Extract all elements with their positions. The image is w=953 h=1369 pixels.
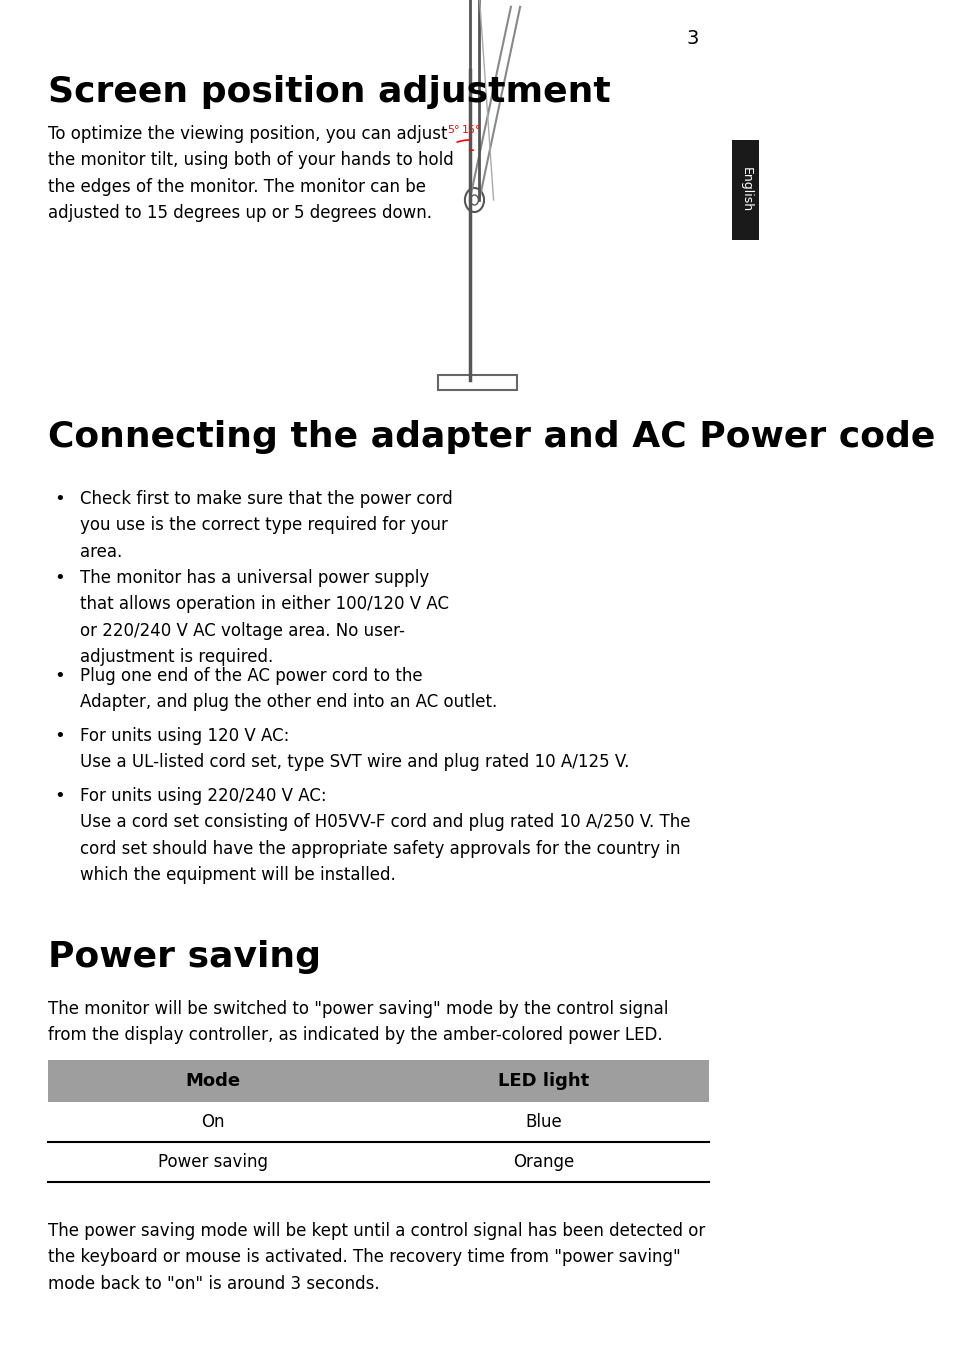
Text: Blue: Blue	[524, 1113, 561, 1131]
FancyBboxPatch shape	[48, 1060, 708, 1102]
Text: Connecting the adapter and AC Power code: Connecting the adapter and AC Power code	[48, 420, 934, 455]
Text: LED light: LED light	[497, 1072, 588, 1090]
Text: 5°: 5°	[447, 125, 459, 136]
Text: 15°: 15°	[461, 126, 481, 136]
Polygon shape	[437, 375, 517, 390]
Text: •: •	[54, 787, 65, 805]
Text: The power saving mode will be kept until a control signal has been detected or
t: The power saving mode will be kept until…	[48, 1223, 704, 1292]
Text: Screen position adjustment: Screen position adjustment	[48, 75, 610, 110]
Text: •: •	[54, 727, 65, 745]
Text: Power saving: Power saving	[48, 941, 320, 973]
Text: To optimize the viewing position, you can adjust
the monitor tilt, using both of: To optimize the viewing position, you ca…	[48, 125, 453, 222]
Text: Check first to make sure that the power cord
you use is the correct type require: Check first to make sure that the power …	[79, 490, 452, 561]
Text: English: English	[739, 167, 752, 212]
Text: Mode: Mode	[185, 1072, 240, 1090]
Text: Orange: Orange	[512, 1153, 574, 1170]
Circle shape	[464, 188, 483, 212]
Text: For units using 120 V AC:
Use a UL-listed cord set, type SVT wire and plug rated: For units using 120 V AC: Use a UL-liste…	[79, 727, 628, 771]
Text: On: On	[201, 1113, 225, 1131]
Text: The monitor has a universal power supply
that allows operation in either 100/120: The monitor has a universal power supply…	[79, 570, 448, 667]
Text: The monitor will be switched to "power saving" mode by the control signal
from t: The monitor will be switched to "power s…	[48, 999, 667, 1045]
Circle shape	[470, 194, 478, 205]
Text: •: •	[54, 667, 65, 684]
FancyBboxPatch shape	[732, 140, 759, 240]
Text: •: •	[54, 490, 65, 508]
Text: Power saving: Power saving	[158, 1153, 268, 1170]
Text: •: •	[54, 570, 65, 587]
Text: For units using 220/240 V AC:
Use a cord set consisting of H05VV-F cord and plug: For units using 220/240 V AC: Use a cord…	[79, 787, 689, 884]
Text: Plug one end of the AC power cord to the
Adapter, and plug the other end into an: Plug one end of the AC power cord to the…	[79, 667, 497, 712]
Text: 3: 3	[686, 29, 698, 48]
